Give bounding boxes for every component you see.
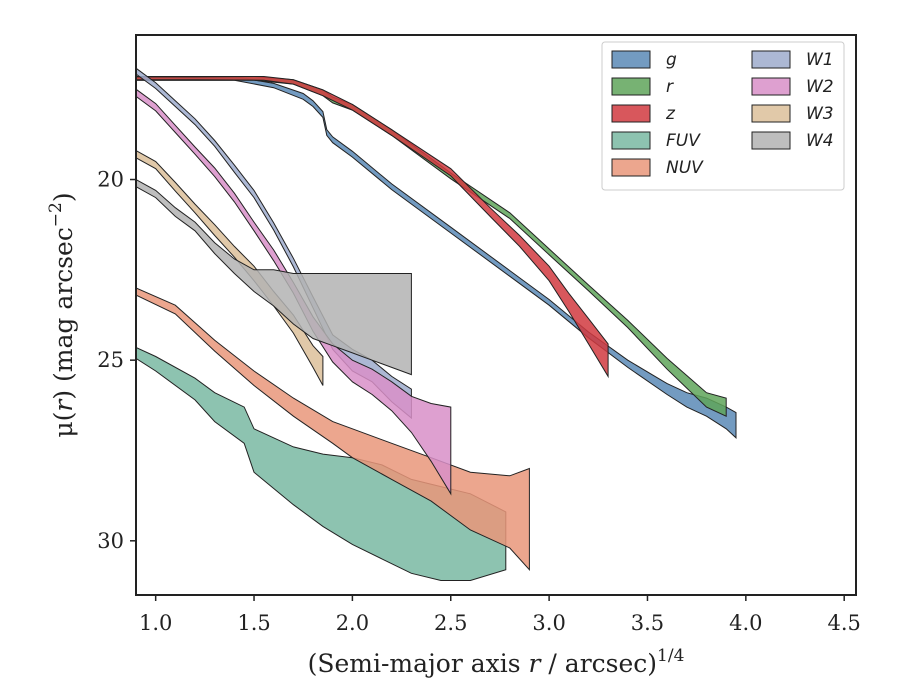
legend-label: FUV <box>666 131 701 151</box>
legend-item-w4: W4 <box>751 131 834 151</box>
band-w3 <box>136 150 324 386</box>
legend-items: grz FUV NUV W1 W2 W3 W4 <box>611 50 834 178</box>
band-fuv <box>136 346 507 581</box>
legend-label: r <box>666 77 674 97</box>
legend-label: g <box>666 50 677 70</box>
x-tick-label: 2.5 <box>434 611 467 635</box>
x-tick-label: 3.0 <box>532 611 565 635</box>
band-g <box>136 76 737 439</box>
legend-label: NUV <box>666 158 704 178</box>
legend-swatch <box>751 104 791 123</box>
x-tick-label: 1.0 <box>139 611 172 635</box>
legend-swatch <box>611 158 651 177</box>
x-tick-label: 4.0 <box>729 611 762 635</box>
y-axis-label: μ(r) (mag arcsec−2) <box>46 192 78 437</box>
profile-bands <box>136 67 737 581</box>
legend: grz FUV NUV W1 W2 W3 W4 <box>601 41 845 191</box>
legend-item-w1: W1 <box>751 50 834 70</box>
legend-label: z <box>665 104 676 124</box>
legend-item-r: r <box>611 77 674 97</box>
band-w4 <box>136 178 412 376</box>
legend-item-w2: W2 <box>751 77 834 97</box>
legend-swatch <box>751 77 791 96</box>
y-tick-label: 25 <box>97 348 124 372</box>
y-axis-ticks: 20 25 30 <box>97 168 136 553</box>
band-nuv <box>136 287 530 571</box>
x-tick-label: 3.5 <box>631 611 664 635</box>
legend-item-w3: W3 <box>751 104 834 124</box>
legend-item-z: z <box>611 104 676 124</box>
band-z <box>136 75 609 379</box>
x-tick-label: 1.5 <box>237 611 270 635</box>
legend-label: W3 <box>806 104 834 124</box>
legend-swatch <box>611 50 651 69</box>
y-tick-label: 20 <box>97 168 124 192</box>
legend-swatch <box>611 77 651 96</box>
x-tick-label: 2.0 <box>336 611 369 635</box>
legend-label: W1 <box>806 50 834 70</box>
legend-swatch <box>611 104 651 123</box>
legend-label: W4 <box>806 131 834 151</box>
legend-swatch <box>611 131 651 150</box>
legend-item-g: g <box>611 50 677 70</box>
legend-item-nuv: NUV <box>611 158 704 178</box>
legend-label: W2 <box>806 77 834 97</box>
plot-frame <box>135 34 857 596</box>
legend-item-fuv: FUV <box>611 131 701 151</box>
x-axis-ticks: 1.0 1.5 2.0 2.5 3.0 3.5 4.0 4.5 <box>139 595 861 635</box>
legend-swatch <box>751 131 791 150</box>
legend-swatch <box>751 50 791 69</box>
x-axis-label: (Semi-major axis r / arcsec)1/4 <box>308 646 685 678</box>
x-tick-label: 4.5 <box>827 611 860 635</box>
y-tick-label: 30 <box>97 529 124 553</box>
